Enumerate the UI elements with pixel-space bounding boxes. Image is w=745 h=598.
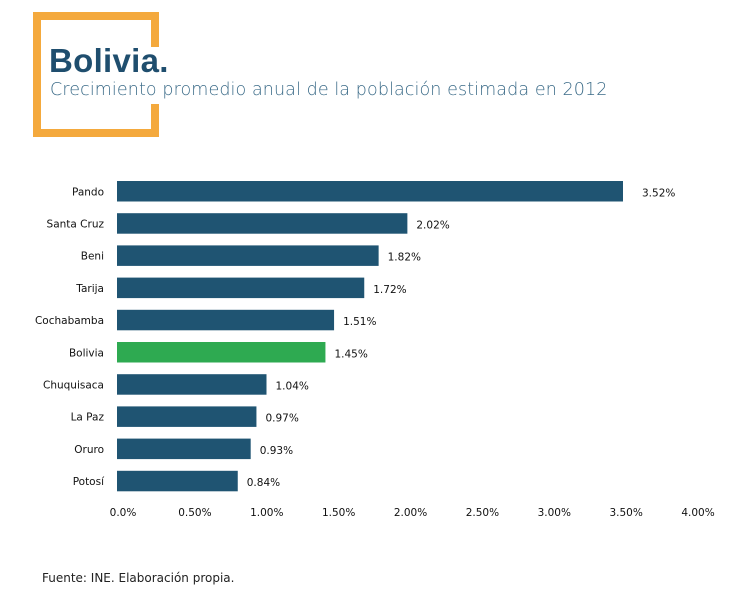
x-tick-label: 1.00%: [250, 507, 283, 519]
value-label-bolivia: 1.45%: [334, 348, 367, 360]
value-label-pando: 3.52%: [642, 187, 675, 199]
x-tick-label: 0.50%: [178, 507, 211, 519]
value-label-potosi: 0.84%: [247, 477, 280, 489]
category-label-cochabamba: Cochabamba: [35, 315, 104, 327]
x-tick-label: 1.50%: [322, 507, 355, 519]
category-label-pando: Pando: [72, 186, 104, 198]
bar-chuquisaca: [117, 374, 267, 395]
category-label-beni: Beni: [81, 251, 104, 263]
x-axis-tick-labels: 0.0% 0.50% 1.00% 1.50% 2.00% 2.50% 3.00% 3.50% 4…: [110, 507, 715, 519]
value-labels: 3.52% 2.02% 1.82% 1.72% 1.51% 1.45% 1.04% 0.97%…: [247, 187, 676, 489]
category-label-santa-cruz: Santa Cruz: [47, 218, 105, 230]
value-label-beni: 1.82%: [388, 252, 421, 264]
x-tick-label: 3.50%: [609, 507, 642, 519]
bar-potosi: [117, 470, 238, 492]
category-labels: Pando Santa Cruz Beni Tarija Cochabamba Boliv…: [35, 186, 105, 488]
x-tick-label: 0.0%: [110, 507, 137, 519]
value-label-chuquisaca: 1.04%: [276, 380, 309, 392]
bar-santa-cruz: [117, 213, 408, 234]
value-label-tarija: 1.72%: [373, 284, 406, 296]
page-title: Bolivia.: [49, 42, 169, 79]
x-tick-label: 4.00%: [681, 507, 714, 519]
bar-beni: [117, 245, 379, 266]
value-label-oruro: 0.93%: [260, 445, 293, 457]
bar-tarija: [117, 277, 365, 299]
category-label-bolivia: Bolivia: [69, 347, 104, 359]
category-label-potosi: Potosí: [73, 476, 105, 488]
bar-bolivia: [117, 342, 326, 363]
bars: [117, 181, 623, 492]
x-tick-label: 3.00%: [538, 507, 571, 519]
category-label-la-paz: La Paz: [71, 412, 105, 424]
value-label-la-paz: 0.97%: [265, 413, 298, 425]
x-tick-label: 2.00%: [394, 507, 427, 519]
bar-cochabamba: [117, 309, 335, 331]
source-note: Fuente: INE. Elaboración propia.: [42, 571, 235, 585]
category-label-tarija: Tarija: [75, 283, 104, 295]
value-label-cochabamba: 1.51%: [343, 316, 376, 328]
bar-oruro: [117, 438, 251, 460]
bar-la-paz: [117, 406, 257, 427]
bar-pando: [117, 181, 623, 202]
title-frame-gap: [149, 47, 163, 104]
value-label-santa-cruz: 2.02%: [416, 219, 449, 231]
category-label-chuquisaca: Chuquisaca: [43, 379, 104, 391]
category-label-oruro: Oruro: [74, 444, 104, 456]
x-tick-label: 2.50%: [466, 507, 499, 519]
chart-subtitle: Crecimiento promedio anual de la poblaci…: [50, 80, 608, 100]
